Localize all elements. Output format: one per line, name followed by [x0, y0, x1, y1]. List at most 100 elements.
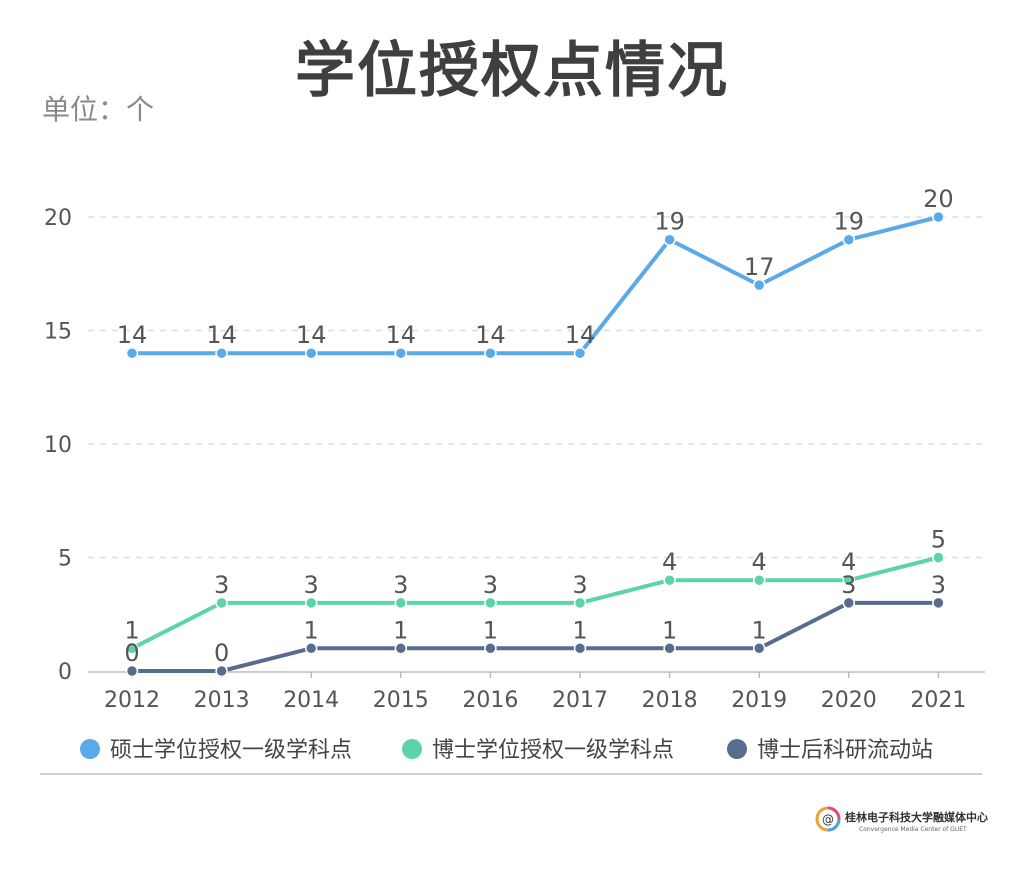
data-point[interactable] [663, 573, 676, 587]
legend-label: 硕士学位授权一级学科点 [110, 738, 352, 763]
x-tick-label: 2013 [194, 688, 250, 713]
x-tick-label: 2020 [821, 688, 877, 713]
data-label: 4 [752, 548, 767, 576]
data-point[interactable] [842, 233, 856, 246]
data-point[interactable] [394, 596, 408, 610]
footer-divider [40, 773, 982, 775]
series-group [125, 210, 945, 678]
legend-item-1[interactable]: 博士学位授权一级学科点 [402, 738, 674, 763]
y-tick-label: 0 [58, 660, 72, 685]
data-point[interactable] [304, 346, 318, 360]
data-point[interactable] [125, 642, 139, 655]
legend-marker [402, 739, 422, 759]
brand-name: 桂林电子科技大学融媒体中心 [845, 811, 988, 824]
data-point[interactable] [932, 210, 945, 224]
data-label: 14 [475, 321, 506, 349]
data-point[interactable] [484, 642, 497, 655]
y-axis: 0 5 10 15 20 [44, 206, 72, 685]
data-label: 4 [841, 548, 856, 576]
x-tick-label: 2012 [104, 688, 160, 713]
data-label: 14 [386, 321, 417, 349]
data-point[interactable] [304, 596, 318, 610]
data-point[interactable] [125, 664, 139, 678]
data-point[interactable] [215, 346, 228, 360]
x-tick-label: 2016 [462, 688, 518, 713]
data-point[interactable] [752, 278, 766, 292]
legend-marker [80, 739, 100, 759]
legend-marker [727, 739, 747, 759]
data-label: 1 [572, 616, 587, 644]
brand-logo-icon: @ [815, 806, 841, 832]
data-label: 14 [296, 321, 327, 349]
data-point[interactable] [573, 346, 587, 360]
data-point[interactable] [663, 233, 676, 246]
legend-item-0[interactable]: 硕士学位授权一级学科点 [80, 738, 352, 763]
data-point[interactable] [484, 346, 497, 360]
data-point[interactable] [842, 573, 856, 587]
data-point[interactable] [932, 596, 945, 610]
x-tick-label: 2017 [552, 688, 608, 713]
y-tick-label: 15 [44, 320, 72, 345]
data-label: 1 [662, 616, 677, 644]
data-label: 1 [752, 616, 767, 644]
x-tick-label: 2018 [642, 688, 698, 713]
data-point[interactable] [573, 596, 587, 610]
x-tick-label: 2019 [731, 688, 787, 713]
x-tick-label: 2014 [283, 688, 339, 713]
data-label: 0 [124, 639, 139, 667]
data-label: 3 [393, 571, 408, 599]
data-label: 19 [834, 208, 865, 236]
data-label: 20 [923, 185, 954, 213]
data-label: 3 [931, 571, 946, 599]
data-label: 1 [483, 616, 498, 644]
data-label: 5 [931, 526, 946, 554]
data-label: 3 [572, 571, 587, 599]
data-label: 3 [304, 571, 319, 599]
y-tick-label: 10 [44, 433, 72, 458]
x-tick-label: 2015 [373, 688, 429, 713]
x-tick-label: 2021 [910, 688, 966, 713]
data-point[interactable] [215, 664, 228, 678]
data-label: 14 [206, 321, 237, 349]
data-label: 1 [304, 616, 319, 644]
data-label: 1 [124, 616, 139, 644]
y-tick-label: 20 [44, 206, 72, 231]
data-point[interactable] [663, 642, 676, 655]
data-point[interactable] [752, 642, 766, 655]
y-tick-label: 5 [58, 547, 72, 572]
data-point[interactable] [215, 596, 228, 610]
data-label: 1 [393, 616, 408, 644]
data-label: 19 [654, 208, 685, 236]
data-point[interactable] [842, 596, 856, 610]
series-line-2 [130, 600, 941, 673]
legend-label: 博士后科研流动站 [757, 738, 933, 763]
unit-label: 单位：个 [42, 93, 155, 126]
legend-item-2[interactable]: 博士后科研流动站 [727, 738, 933, 763]
data-point[interactable] [573, 642, 587, 655]
data-point[interactable] [304, 642, 318, 655]
x-axis: 2012 2013 2014 2015 2016 2017 2018 2019 2020 2021 [88, 671, 985, 713]
legend-label: 博士学位授权一级学科点 [432, 738, 674, 763]
brand-footer: @ 桂林电子科技大学融媒体中心 Convergence Media Center… [815, 806, 995, 840]
data-label: 0 [214, 639, 229, 667]
data-label: 4 [662, 548, 677, 576]
data-label: 14 [117, 321, 148, 349]
brand-logo-glyph: @ [822, 813, 834, 827]
chart-title: 学位授权点情况 [295, 36, 729, 106]
data-label: 3 [483, 571, 498, 599]
data-point[interactable] [484, 596, 497, 610]
series-line-1 [130, 555, 941, 651]
data-label: 3 [841, 571, 856, 599]
data-label: 17 [744, 253, 775, 281]
data-point[interactable] [752, 573, 766, 587]
data-point[interactable] [394, 346, 408, 360]
data-point[interactable] [394, 642, 408, 655]
data-label: 14 [565, 321, 596, 349]
data-point[interactable] [125, 346, 139, 360]
brand-name-en: Convergence Media Center of GUET [859, 826, 967, 833]
data-point[interactable] [932, 551, 945, 564]
data-label: 3 [214, 571, 229, 599]
grid-lines [88, 216, 985, 559]
